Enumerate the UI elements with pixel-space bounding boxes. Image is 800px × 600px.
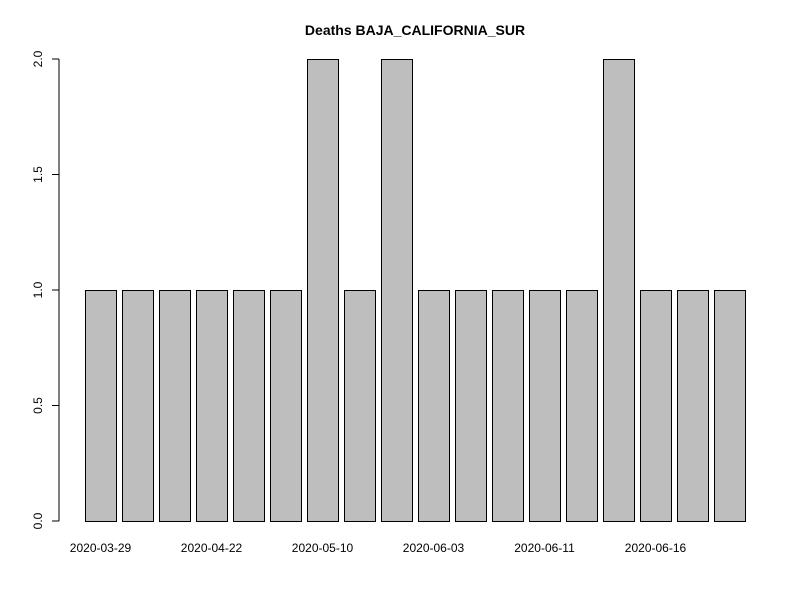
bars-group (85, 59, 746, 522)
bar (159, 290, 191, 522)
bar (196, 290, 228, 522)
bar (714, 290, 746, 522)
bar (270, 290, 302, 522)
y-tick-label: 1.0 (31, 281, 45, 298)
x-tick-label: 2020-03-29 (70, 541, 132, 555)
x-tick-label: 2020-06-11 (514, 541, 575, 555)
y-tick-label: 1.5 (31, 166, 45, 183)
bar (677, 290, 709, 522)
y-tick-label: 2.0 (31, 50, 45, 67)
y-tick-label: 0.5 (31, 397, 45, 414)
bar (603, 59, 635, 522)
bar (122, 290, 154, 522)
x-axis-labels: 2020-03-29 2020-04-22 2020-05-10 2020-06-03… (70, 541, 687, 555)
bar (529, 290, 561, 522)
bar (455, 290, 487, 522)
bar (85, 290, 117, 522)
bar (233, 290, 265, 522)
x-tick-label: 2020-04-22 (181, 541, 243, 555)
chart-title: Deaths BAJA_CALIFORNIA_SUR (305, 22, 525, 38)
y-tick-label: 0.0 (31, 512, 45, 529)
bar (640, 290, 672, 522)
bar (566, 290, 598, 522)
bar (418, 290, 450, 522)
x-tick-label: 2020-05-10 (292, 541, 354, 555)
bar (492, 290, 524, 522)
x-tick-label: 2020-06-03 (403, 541, 465, 555)
bar (344, 290, 376, 522)
bar (381, 59, 413, 522)
bar (307, 59, 339, 522)
y-axis: 0.0 0.5 1.0 1.5 2.0 (31, 50, 60, 529)
x-tick-label: 2020-06-16 (625, 541, 687, 555)
